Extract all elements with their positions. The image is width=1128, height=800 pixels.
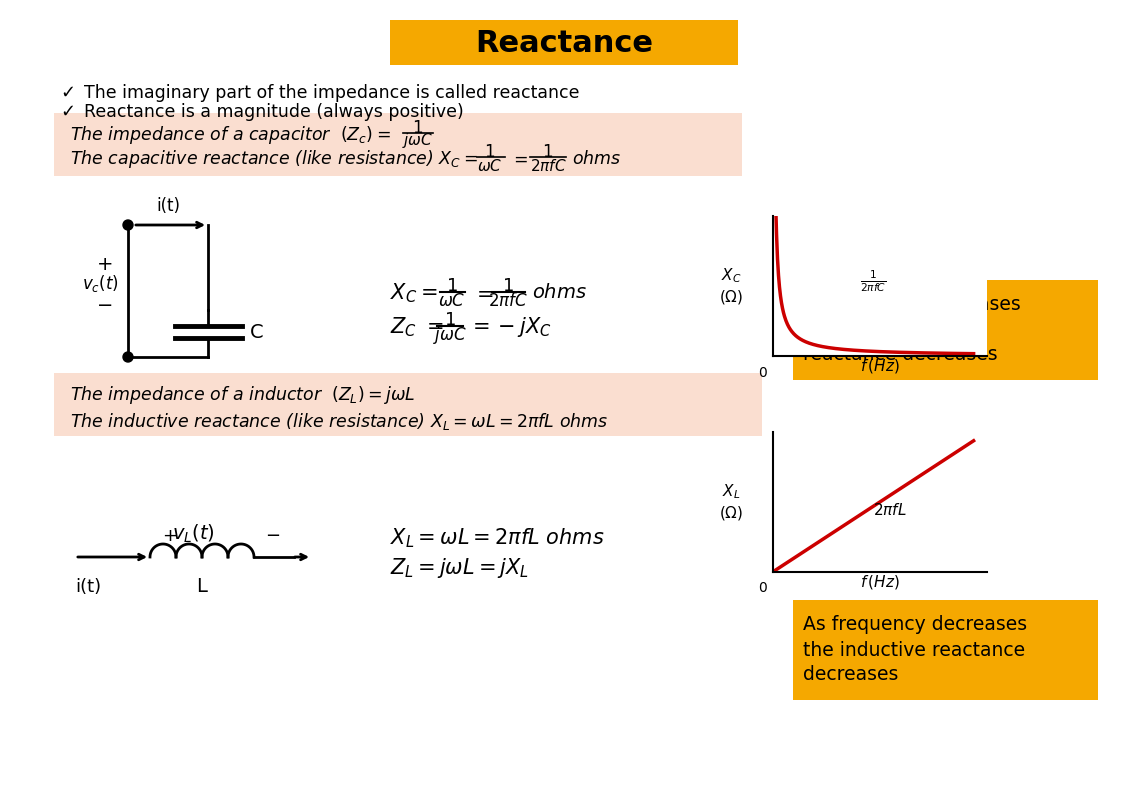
Text: $X_L =\omega L =2\pi f L\ ohms$: $X_L =\omega L =2\pi f L\ ohms$ — [390, 526, 605, 550]
Text: The impedance of a inductor  $(Z_L) = j\omega L$: The impedance of a inductor $(Z_L) = j\o… — [70, 384, 415, 406]
Text: $\omega C$: $\omega C$ — [439, 292, 466, 310]
Text: $=$: $=$ — [472, 283, 493, 303]
Text: +: + — [97, 254, 113, 274]
Text: i(t): i(t) — [156, 197, 180, 215]
Circle shape — [123, 352, 133, 362]
Text: $2\pi f L$: $2\pi f L$ — [873, 502, 907, 518]
FancyBboxPatch shape — [54, 373, 763, 436]
Text: L: L — [196, 577, 208, 596]
Y-axis label: $X_C$
$(\Omega)$: $X_C$ $(\Omega)$ — [719, 266, 743, 306]
Text: $1$: $1$ — [484, 143, 495, 161]
Text: The impedance of a capacitor  $(Z_c) = $: The impedance of a capacitor $(Z_c) = $ — [70, 124, 391, 146]
Text: As frequency decreases
the inductive reactance
decreases: As frequency decreases the inductive rea… — [803, 615, 1028, 685]
Text: $X_C=$: $X_C=$ — [390, 282, 438, 305]
Text: ✓: ✓ — [60, 103, 76, 121]
Text: $\frac{1}{2\pi f C}$: $\frac{1}{2\pi f C}$ — [860, 269, 887, 294]
Text: $j\omega C$: $j\omega C$ — [403, 130, 433, 150]
Text: $ohms$: $ohms$ — [572, 150, 622, 168]
X-axis label: $f\,(Hz)$: $f\,(Hz)$ — [860, 358, 900, 375]
Text: −: − — [97, 297, 113, 315]
FancyBboxPatch shape — [54, 113, 742, 176]
Circle shape — [123, 220, 133, 230]
Text: $=$: $=$ — [510, 150, 528, 168]
Text: $ohms$: $ohms$ — [532, 283, 587, 302]
Text: The capacitive reactance (like resistance) $X_C=$: The capacitive reactance (like resistanc… — [70, 148, 478, 170]
Text: $2\pi fC$: $2\pi fC$ — [529, 158, 566, 174]
FancyBboxPatch shape — [793, 600, 1098, 700]
Text: The inductive reactance (like resistance) $X_L = \omega L = 2\pi f L\ ohms$: The inductive reactance (like resistance… — [70, 411, 608, 433]
Y-axis label: $X_L$
$(\Omega)$: $X_L$ $(\Omega)$ — [719, 482, 743, 522]
Text: $v_c(t)$: $v_c(t)$ — [81, 274, 118, 294]
Text: −: − — [265, 527, 280, 545]
Text: C: C — [250, 322, 264, 342]
FancyBboxPatch shape — [390, 20, 738, 65]
Text: Reactance: Reactance — [475, 29, 653, 58]
Text: The imaginary part of the impedance is called reactance: The imaginary part of the impedance is c… — [83, 84, 580, 102]
Text: +: + — [162, 527, 177, 545]
Text: ✓: ✓ — [60, 84, 76, 102]
Text: $1$: $1$ — [543, 143, 554, 161]
Text: $v_L(t)$: $v_L(t)$ — [171, 523, 215, 545]
Text: As frequency increases
the capacitive
reactance decreases: As frequency increases the capacitive re… — [803, 295, 1021, 365]
Text: i(t): i(t) — [74, 578, 102, 596]
Text: $Z_C\ =$: $Z_C\ =$ — [390, 315, 443, 339]
Text: $1$: $1$ — [502, 277, 514, 295]
Text: $Z_L = j\omega L= jX_L$: $Z_L = j\omega L= jX_L$ — [390, 556, 529, 580]
Text: $2\pi fC$: $2\pi fC$ — [488, 292, 528, 310]
Text: $1$: $1$ — [413, 119, 423, 137]
Text: $\omega C$: $\omega C$ — [477, 158, 503, 174]
Text: 0: 0 — [758, 366, 767, 381]
Text: $= -jX_C$: $= -jX_C$ — [468, 315, 552, 339]
FancyBboxPatch shape — [793, 280, 1098, 380]
Text: 0: 0 — [758, 581, 767, 594]
Text: $j\omega C$: $j\omega C$ — [433, 324, 467, 346]
Text: $1$: $1$ — [447, 277, 458, 295]
X-axis label: $f\,(Hz)$: $f\,(Hz)$ — [860, 574, 900, 591]
Text: $1$: $1$ — [444, 311, 456, 329]
Text: Reactance is a magnitude (always positive): Reactance is a magnitude (always positiv… — [83, 103, 464, 121]
